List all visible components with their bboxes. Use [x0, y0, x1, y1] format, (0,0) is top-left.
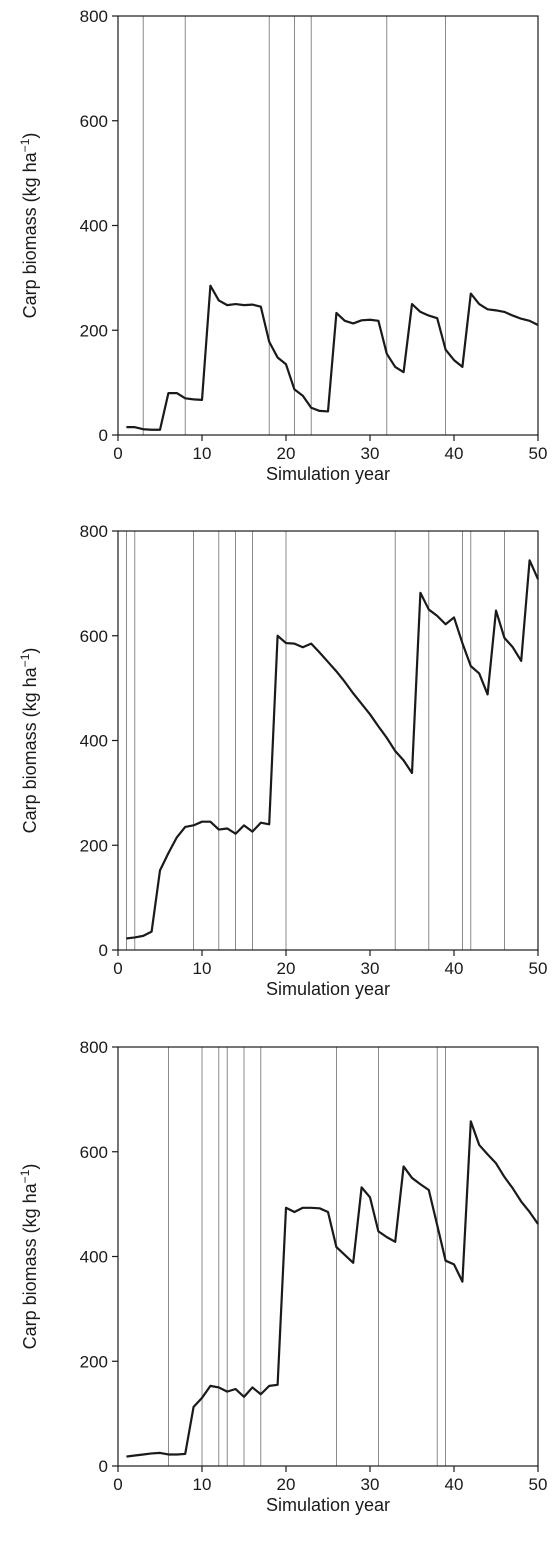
- y-tick-label: 400: [80, 732, 108, 751]
- x-tick-label: 0: [113, 444, 122, 463]
- x-tick-label: 40: [445, 1475, 464, 1494]
- x-axis-label: Simulation year: [266, 979, 390, 999]
- series-line: [126, 559, 540, 940]
- y-tick-label: 600: [80, 112, 108, 131]
- x-tick-label: 30: [361, 1475, 380, 1494]
- y-axis-label: Carp biomass (kg ha−1): [18, 133, 40, 319]
- y-tick-label: 400: [80, 217, 108, 236]
- x-axis-label: Simulation year: [266, 464, 390, 484]
- x-tick-label: 10: [193, 444, 212, 463]
- x-tick-label: 50: [529, 959, 548, 978]
- y-tick-label: 0: [99, 426, 108, 445]
- plot-frame: [117, 15, 539, 436]
- y-tick-label: 800: [80, 7, 108, 26]
- x-axis-label: Simulation year: [266, 1495, 390, 1515]
- x-tick-label: 10: [193, 1475, 212, 1494]
- series-line: [126, 1120, 539, 1458]
- y-tick-label: 600: [80, 627, 108, 646]
- y-axis-label: Carp biomass (kg ha−1): [18, 1164, 40, 1350]
- y-tick-label: 600: [80, 1143, 108, 1162]
- x-tick-label: 20: [277, 1475, 296, 1494]
- x-tick-label: 20: [277, 444, 296, 463]
- plot-frame: [117, 1046, 539, 1467]
- x-tick-label: 10: [193, 959, 212, 978]
- chart-panel-top: 0 10 20 30 40 50 0 200 400 600 800 Simulation year C…: [18, 7, 548, 484]
- y-tick-label: 0: [99, 941, 108, 960]
- y-tick-label: 200: [80, 1352, 108, 1371]
- y-tick-label: 800: [80, 1038, 108, 1057]
- series-line: [126, 284, 539, 431]
- x-tick-label: 30: [361, 444, 380, 463]
- y-tick-label: 400: [80, 1248, 108, 1267]
- x-tick-label: 50: [529, 444, 548, 463]
- x-tick-label: 20: [277, 959, 296, 978]
- x-tick-label: 40: [445, 444, 464, 463]
- x-tick-label: 40: [445, 959, 464, 978]
- y-tick-label: 800: [80, 522, 108, 541]
- x-tick-label: 0: [113, 959, 122, 978]
- plot-frame: [117, 530, 539, 951]
- x-tick-label: 50: [529, 1475, 548, 1494]
- y-tick-label: 200: [80, 836, 108, 855]
- y-tick-label: 0: [99, 1457, 108, 1476]
- y-axis-label: Carp biomass (kg ha−1): [18, 648, 40, 834]
- chart-panel-bottom: 0 10 20 30 40 50 0 200 400 600 800 Simulation year C…: [18, 1038, 548, 1515]
- x-tick-label: 0: [113, 1475, 122, 1494]
- y-tick-label: 200: [80, 321, 108, 340]
- chart-panel-middle: 0 10 20 30 40 50 0 200 400 600 800 Simulation year C…: [18, 522, 548, 999]
- x-tick-label: 30: [361, 959, 380, 978]
